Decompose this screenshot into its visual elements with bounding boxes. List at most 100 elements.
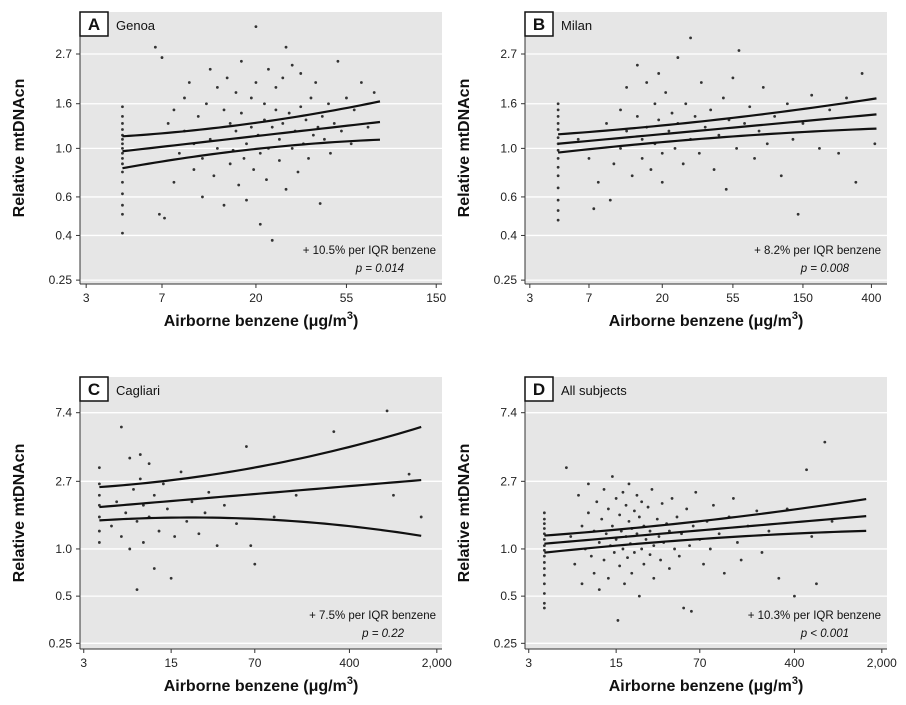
data-point <box>419 515 423 519</box>
x-axis-title-end: ) <box>353 678 358 695</box>
data-point <box>618 564 622 568</box>
data-point <box>183 96 186 100</box>
data-point <box>215 146 219 150</box>
data-point <box>627 519 631 523</box>
data-point <box>542 527 546 530</box>
data-point <box>142 541 145 544</box>
data-point <box>314 81 318 84</box>
data-point <box>121 115 124 118</box>
y-tick-label: 7.4 <box>55 406 72 420</box>
x-axis-title: Airborne benzene (μg/m3) <box>609 675 804 695</box>
x-axis-title-end: ) <box>798 313 803 330</box>
data-point <box>542 601 546 605</box>
data-point <box>660 180 664 184</box>
y-tick-label: 7.4 <box>500 406 517 420</box>
data-point <box>263 102 266 106</box>
data-point <box>655 517 659 521</box>
data-point <box>556 136 560 140</box>
fit-line <box>558 113 877 145</box>
ci-upper-line <box>558 97 877 136</box>
data-point <box>602 487 606 491</box>
data-point <box>732 497 735 500</box>
chart-panel-c: 0.25 0.5 1.0 2.7 7.4 3 15 70 400 2,000 C Cagliari + … <box>11 376 452 695</box>
data-point <box>222 108 226 112</box>
data-point <box>670 497 674 500</box>
data-point <box>187 81 191 84</box>
data-point <box>633 551 636 554</box>
data-point <box>284 45 288 49</box>
data-point <box>801 122 805 125</box>
data-point <box>203 511 207 515</box>
data-point <box>97 466 101 470</box>
data-point <box>366 125 370 129</box>
x-axis-title: Airborne benzene (μg/m3) <box>164 310 359 330</box>
data-point <box>823 440 827 444</box>
data-point <box>274 85 278 89</box>
data-point <box>612 551 616 554</box>
data-point <box>619 146 622 150</box>
data-point <box>239 111 243 115</box>
data-point <box>664 91 668 94</box>
data-point <box>392 493 395 497</box>
data-point <box>252 168 256 171</box>
data-point <box>791 137 795 141</box>
data-point <box>830 519 834 523</box>
x-tick-label: 3 <box>80 656 87 670</box>
x-axis-title-superscript: 3 <box>347 675 353 687</box>
data-point <box>621 547 625 551</box>
data-point <box>121 137 124 141</box>
data-point <box>307 156 310 160</box>
data-point <box>169 576 173 580</box>
y-tick-label: 0.4 <box>500 228 517 242</box>
data-point <box>245 142 248 146</box>
x-tick-label: 55 <box>726 291 740 305</box>
data-point <box>796 212 800 216</box>
data-point <box>721 96 725 100</box>
data-point <box>172 180 176 184</box>
fit-line <box>544 515 867 545</box>
data-point <box>234 91 238 94</box>
x-tick-label: 70 <box>693 656 707 670</box>
data-point <box>320 115 324 118</box>
data-point <box>637 594 641 598</box>
p-value-annotation: p = 0.014 <box>355 263 404 275</box>
x-tick-label: 70 <box>248 656 262 670</box>
p-value-annotation: p < 0.001 <box>800 628 849 640</box>
plot-area <box>80 377 442 649</box>
data-point <box>556 209 560 212</box>
data-point <box>278 137 281 141</box>
data-point <box>556 165 560 169</box>
data-point <box>228 122 232 125</box>
data-point <box>110 524 113 528</box>
data-point <box>690 609 693 613</box>
y-tick-label: 1.6 <box>55 97 72 111</box>
data-point <box>205 102 208 106</box>
data-point <box>652 576 656 580</box>
data-point <box>201 195 204 199</box>
data-point <box>309 96 313 100</box>
ci-lower-line <box>122 138 381 170</box>
y-axis-title: Relative mtDNAcn <box>456 444 473 583</box>
x-axis-title-superscript: 3 <box>792 675 798 687</box>
data-point <box>121 192 124 196</box>
data-point <box>635 115 639 118</box>
data-point <box>208 137 212 141</box>
data-point <box>828 108 832 112</box>
data-point <box>659 558 662 562</box>
plot-area <box>525 377 887 649</box>
x-tick-label: 3 <box>83 291 90 305</box>
data-point <box>577 493 580 497</box>
data-point <box>709 108 713 112</box>
data-point <box>860 72 864 75</box>
panel-name: Genoa <box>116 18 156 33</box>
x-axis-title-superscript: 3 <box>792 310 798 322</box>
data-point <box>287 111 291 115</box>
data-point <box>616 619 620 622</box>
data-point <box>237 183 241 187</box>
data-point <box>201 156 204 160</box>
data-point <box>332 430 336 434</box>
data-point <box>626 556 629 560</box>
data-point <box>97 482 101 486</box>
data-point <box>542 573 546 577</box>
panel-name: All subjects <box>561 383 627 398</box>
